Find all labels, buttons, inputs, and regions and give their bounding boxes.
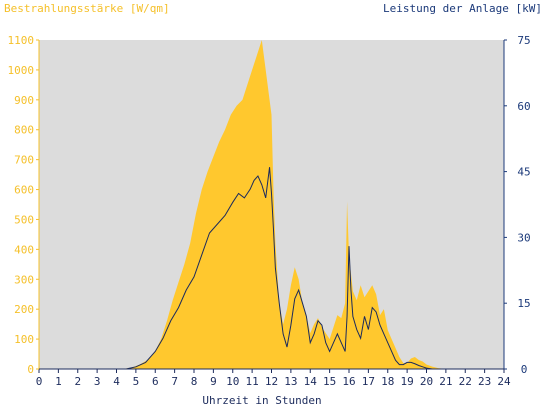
- left-axis-title: Bestrahlungsstärke [W/qm]: [4, 2, 170, 15]
- x-tick-label: 21: [439, 375, 452, 388]
- right-axis-title: Leistung der Anlage [kW]: [383, 2, 542, 15]
- x-tick-label: 20: [420, 375, 433, 388]
- x-tick-label: 11: [246, 375, 259, 388]
- left-tick-label: 1000: [8, 64, 35, 77]
- x-tick-label: 9: [210, 375, 217, 388]
- left-tick-label: 1100: [8, 34, 35, 47]
- x-tick-label: 15: [323, 375, 336, 388]
- x-axis-title: Uhrzeit in Stunden: [202, 394, 321, 407]
- left-tick-label: 0: [27, 363, 34, 376]
- left-tick-label: 300: [14, 273, 34, 286]
- irradiance-area: [39, 40, 504, 369]
- x-tick-label: 0: [36, 375, 43, 388]
- x-tick-label: 3: [94, 375, 101, 388]
- x-tick-label: 4: [113, 375, 120, 388]
- x-tick-label: 8: [191, 375, 198, 388]
- x-tick-label: 2: [74, 375, 81, 388]
- left-tick-label: 200: [14, 303, 34, 316]
- right-tick-label: 45: [517, 166, 530, 179]
- x-tick-label: 19: [401, 375, 414, 388]
- left-tick-label: 500: [14, 213, 34, 226]
- left-tick-label: 100: [14, 333, 34, 346]
- x-tick-label: 14: [304, 375, 318, 388]
- x-tick-label: 24: [497, 375, 511, 388]
- x-tick-label: 13: [284, 375, 297, 388]
- x-tick-label: 22: [459, 375, 472, 388]
- x-tick-label: 10: [226, 375, 239, 388]
- x-tick-label: 17: [362, 375, 375, 388]
- x-tick-label: 16: [342, 375, 355, 388]
- x-tick-label: 7: [171, 375, 178, 388]
- x-tick-label: 18: [381, 375, 394, 388]
- left-tick-label: 600: [14, 184, 34, 197]
- x-tick-label: 1: [55, 375, 62, 388]
- right-tick-label: 75: [517, 34, 530, 47]
- right-tick-label: 0: [521, 363, 528, 376]
- left-tick-label: 800: [14, 124, 34, 137]
- x-tick-label: 23: [478, 375, 491, 388]
- right-tick-label: 15: [517, 297, 530, 310]
- left-tick-label: 400: [14, 243, 34, 256]
- x-tick-label: 12: [265, 375, 278, 388]
- right-tick-label: 30: [517, 231, 530, 244]
- left-tick-label: 900: [14, 94, 34, 107]
- left-tick-label: 700: [14, 154, 34, 167]
- right-tick-label: 60: [517, 100, 530, 113]
- x-tick-label: 5: [133, 375, 140, 388]
- power-line: [39, 167, 504, 370]
- x-tick-label: 6: [152, 375, 159, 388]
